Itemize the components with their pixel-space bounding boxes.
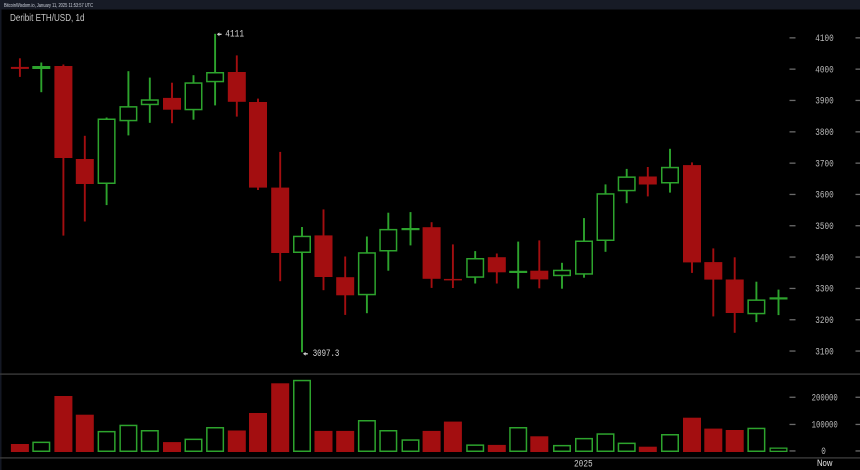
svg-text:200000: 200000 [812,393,838,405]
svg-text:Now: Now [817,458,833,468]
svg-text:3100: 3100 [815,346,833,358]
svg-text:3700: 3700 [815,158,833,170]
svg-text:3300: 3300 [815,284,833,296]
svg-text:3800: 3800 [815,127,833,139]
svg-text:4100: 4100 [815,33,833,45]
svg-text:0: 0 [821,446,826,458]
svg-text:100000: 100000 [812,420,838,432]
svg-text:4111: 4111 [225,28,244,40]
svg-text:3500: 3500 [815,221,833,233]
svg-text:3400: 3400 [815,252,833,264]
svg-text:2025: 2025 [574,458,593,470]
svg-text:3900: 3900 [815,96,833,108]
svg-text:4000: 4000 [815,64,833,76]
svg-text:3600: 3600 [815,190,833,202]
svg-text:3097.3: 3097.3 [313,348,340,360]
svg-text:3200: 3200 [815,315,833,327]
svg-text:Deribit ETH/USD, 1d: Deribit ETH/USD, 1d [10,13,85,24]
svg-text:BitcoinWisdom.io, January 11,: BitcoinWisdom.io, January 11, 2025 11:53… [4,3,93,9]
